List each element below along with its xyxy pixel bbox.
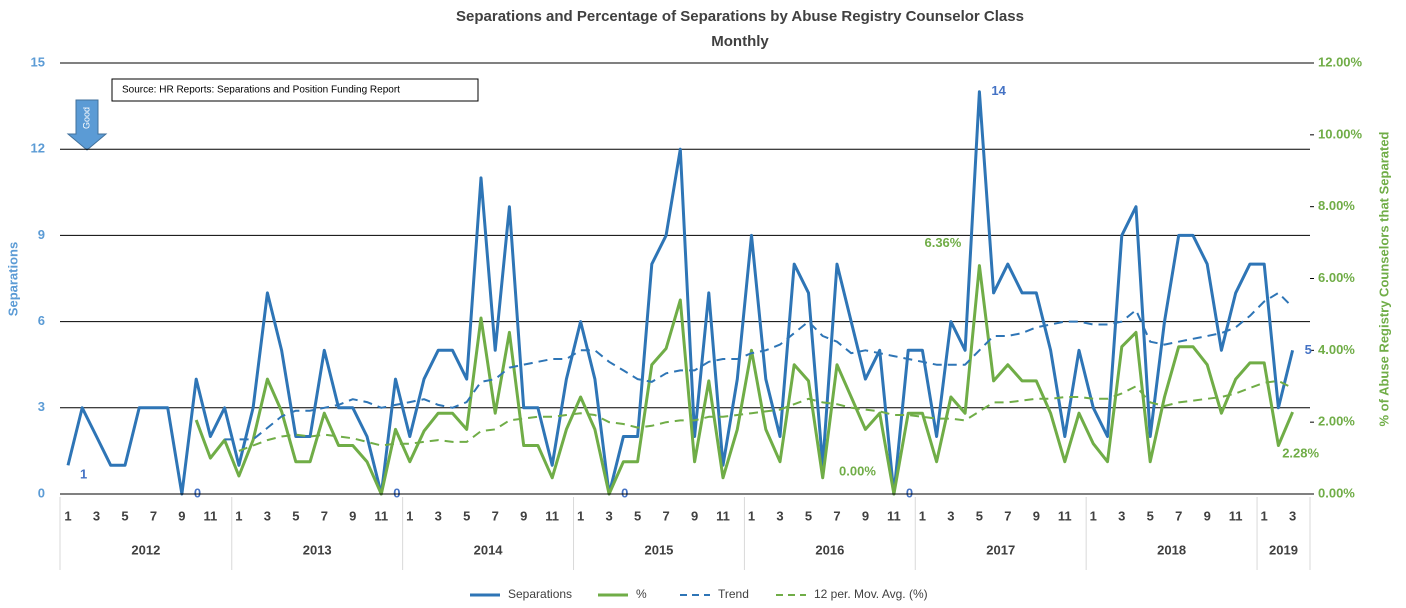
x-tick-label: 9 [691,508,698,523]
x-tick-label: 7 [321,508,328,523]
x-tick-label: 1 [406,508,413,523]
data-label: 2.28% [1282,446,1319,461]
y2-axis-title: % of Abuse Registry Counselors that Sepa… [1376,131,1391,426]
year-label: 2018 [1157,542,1186,557]
y-tick-label: 6 [38,313,45,328]
x-tick-label: 3 [264,508,271,523]
annotation: Source: HR Reports: Separations and Posi… [122,85,400,96]
x-tick-label: 11 [1229,508,1243,523]
year-label: 2012 [131,542,160,557]
y-tick-label: 3 [38,399,45,414]
year-label: 2016 [815,542,844,557]
x-tick-label: 3 [947,508,954,523]
y-tick-label: 9 [38,227,45,242]
x-tick-label: 9 [178,508,185,523]
x-tick-label: 11 [1058,508,1072,523]
series-line [238,379,1294,452]
y2-tick-label: 2.00% [1318,414,1355,429]
year-label: 2019 [1269,542,1298,557]
x-tick-label: 5 [121,508,128,523]
y2-tick-label: 10.00% [1318,126,1363,141]
y-tick-label: 15 [31,54,45,69]
x-tick-label: 9 [349,508,356,523]
x-tick-label: 9 [1033,508,1040,523]
legend-label: 12 per. Mov. Avg. (%) [814,587,928,601]
x-tick-label: 1 [748,508,755,523]
y-axis-title: Separations [5,242,20,316]
year-label: 2015 [644,542,673,557]
y2-tick-label: 8.00% [1318,198,1355,213]
arrow-label: Good [81,107,91,129]
x-tick-label: 5 [1147,508,1154,523]
x-tick-label: 3 [1118,508,1125,523]
x-tick-label: 1 [64,508,71,523]
x-tick-label: 7 [1175,508,1182,523]
chart-subtitle: Monthly [711,33,769,50]
x-tick-label: 3 [93,508,100,523]
legend-label: % [636,587,647,601]
data-label: 0 [621,485,628,500]
x-tick-label: 1 [577,508,584,523]
legend-label: Separations [508,587,572,601]
x-tick-label: 5 [463,508,470,523]
x-tick-label: 5 [805,508,812,523]
y-tick-label: 0 [38,485,45,500]
x-tick-label: 7 [150,508,157,523]
x-tick-label: 11 [716,508,730,523]
x-tick-label: 9 [1204,508,1211,523]
annotation-box [111,78,479,102]
data-label: 6.36% [924,235,961,250]
year-label: 2014 [474,542,504,557]
x-tick-label: 7 [492,508,499,523]
x-tick-label: 9 [520,508,527,523]
x-tick-label: 1 [1090,508,1097,523]
series-line [224,291,1294,441]
data-label: 0 [194,485,201,500]
x-tick-label: 11 [887,508,901,523]
series-line [66,90,1295,496]
data-label: 5 [1305,342,1312,357]
data-label: 0 [393,485,400,500]
legend-label: Trend [718,587,749,601]
y2-tick-label: 12.00% [1318,54,1363,69]
x-tick-label: 1 [1261,508,1268,523]
x-tick-label: 3 [435,508,442,523]
data-label: 14 [991,83,1006,98]
data-label: 1 [80,467,87,482]
x-tick-label: 5 [634,508,641,523]
x-tick-label: 7 [662,508,669,523]
x-tick-label: 9 [862,508,869,523]
x-tick-label: 7 [1004,508,1011,523]
x-tick-label: 5 [292,508,299,523]
x-tick-label: 1 [919,508,926,523]
x-tick-label: 11 [545,508,559,523]
y2-tick-label: 6.00% [1318,270,1355,285]
y2-tick-label: 0.00% [1318,485,1355,500]
x-tick-label: 1 [235,508,242,523]
x-tick-label: 7 [833,508,840,523]
x-tick-label: 5 [976,508,983,523]
x-tick-label: 3 [776,508,783,523]
series-line [194,264,1294,496]
year-label: 2013 [303,542,332,557]
x-tick-label: 3 [1289,508,1296,523]
y-tick-label: 12 [31,141,45,156]
x-tick-label: 11 [204,508,218,523]
good-arrow [66,99,108,151]
x-tick-label: 11 [374,508,388,523]
year-label: 2017 [986,542,1015,557]
x-tick-label: 3 [606,508,613,523]
y2-tick-label: 4.00% [1318,342,1355,357]
chart-title: Separations and Percentage of Separation… [456,8,1024,25]
data-label: 0.00% [839,463,876,478]
data-label: 0 [906,485,913,500]
